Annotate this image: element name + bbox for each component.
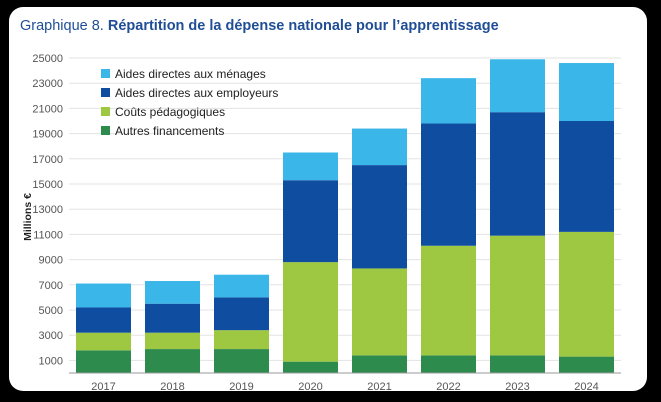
bar-segment — [283, 262, 338, 362]
chart-card: Graphique 8. Répartition de la dépense n… — [9, 7, 647, 391]
bar-segment — [214, 349, 269, 373]
chart-title-text: Répartition de la dépense nationale pour… — [107, 18, 499, 34]
stacked-bar-chart: 1000 3000 5000 7000 9000 11000 13000 15000 17000… — [22, 53, 621, 391]
bar-segment — [421, 78, 476, 124]
legend-entry: Aides directes aux ménages — [115, 67, 266, 81]
bar-segment — [421, 355, 476, 373]
bar-segment — [352, 355, 407, 373]
y-tick-label: 21000 — [32, 103, 63, 115]
bar-segment — [283, 180, 338, 263]
x-tick-label: 2019 — [229, 381, 253, 391]
bar-segment — [214, 330, 269, 350]
x-tick-label: 2022 — [436, 381, 460, 391]
x-tick-label: 2017 — [91, 381, 115, 391]
y-tick-label: 9000 — [39, 255, 63, 267]
bar-segment — [145, 281, 200, 304]
y-tick-label: 15000 — [32, 179, 63, 191]
legend-swatch — [101, 88, 110, 97]
axes: 1000 3000 5000 7000 9000 11000 13000 15000 17000… — [32, 53, 621, 391]
bar-segment — [490, 59, 545, 113]
y-tick-label: 1000 — [39, 355, 63, 367]
bar-segment — [559, 356, 614, 373]
bar-segment — [421, 123, 476, 246]
x-tick-label: 2020 — [298, 381, 322, 391]
bar-segment — [421, 245, 476, 356]
bar-segment — [145, 349, 200, 373]
y-tick-label: 19000 — [32, 129, 63, 141]
x-tick-label: 2018 — [160, 381, 184, 391]
bar-segment — [76, 307, 131, 333]
y-tick-label: 17000 — [32, 154, 63, 166]
bar-segment — [145, 303, 200, 333]
y-tick-label: 11000 — [33, 229, 63, 241]
x-tick-label: 2024 — [574, 381, 598, 391]
bar-segment — [352, 165, 407, 269]
bar-segment — [352, 268, 407, 356]
bar-segment — [76, 332, 131, 351]
bar-segment — [283, 152, 338, 181]
bar-segment — [283, 361, 338, 373]
legend-swatch — [101, 69, 110, 78]
bar-segment — [214, 274, 269, 298]
legend: Aides directes aux ménages Aides directes… — [101, 67, 278, 138]
bar-segment — [76, 350, 131, 373]
bar-segment — [145, 332, 200, 350]
y-tick-label: 3000 — [39, 330, 63, 342]
y-tick-label: 25000 — [32, 53, 63, 65]
legend-entry: Coûts pédagogiques — [115, 105, 225, 119]
legend-swatch — [101, 126, 110, 135]
bar-segment — [76, 283, 131, 308]
bar-segment — [352, 128, 407, 166]
bar-segment — [214, 297, 269, 331]
y-tick-label: 23000 — [32, 78, 63, 90]
bars — [76, 59, 614, 373]
y-tick-label: 13000 — [32, 204, 63, 216]
y-tick-label: 5000 — [39, 305, 63, 317]
legend-entry: Autres financements — [115, 124, 224, 138]
bar-segment — [559, 63, 614, 121]
x-tick-label: 2023 — [505, 381, 529, 391]
y-axis-label: Millions € — [22, 193, 34, 241]
bar-segment — [559, 231, 614, 357]
bar-segment — [490, 355, 545, 373]
legend-entry: Aides directes aux employeurs — [115, 86, 278, 100]
x-tick-label: 2021 — [367, 381, 391, 391]
bar-segment — [490, 112, 545, 236]
chart-title-number: Graphique 8. — [20, 18, 104, 34]
legend-swatch — [101, 107, 110, 116]
bar-segment — [490, 235, 545, 356]
y-tick-label: 7000 — [39, 280, 63, 292]
chart-title: Graphique 8. Répartition de la dépense n… — [20, 17, 499, 35]
bar-segment — [559, 121, 614, 232]
